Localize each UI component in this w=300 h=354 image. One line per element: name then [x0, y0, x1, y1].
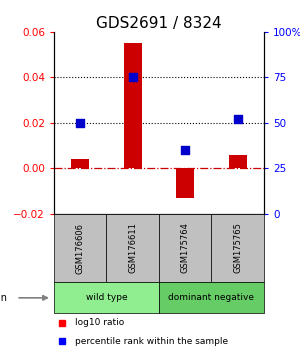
- Bar: [159, 282, 264, 314]
- Text: GSM176611: GSM176611: [128, 223, 137, 274]
- Bar: [159, 214, 211, 282]
- Text: GSM176606: GSM176606: [76, 223, 85, 274]
- Bar: [54, 214, 106, 282]
- Text: log10 ratio: log10 ratio: [75, 318, 124, 327]
- Text: wild type: wild type: [86, 293, 127, 302]
- Bar: [71, 159, 89, 169]
- Title: GDS2691 / 8324: GDS2691 / 8324: [96, 16, 222, 31]
- Point: [183, 147, 188, 153]
- Bar: [54, 282, 159, 314]
- Text: strain: strain: [0, 293, 8, 303]
- Point: [130, 75, 135, 80]
- Point: [78, 120, 83, 126]
- Bar: [124, 43, 142, 169]
- Bar: [229, 155, 247, 169]
- Bar: [106, 214, 159, 282]
- Text: GSM175764: GSM175764: [181, 223, 190, 274]
- Bar: [176, 169, 194, 198]
- Text: dominant negative: dominant negative: [169, 293, 254, 302]
- Text: percentile rank within the sample: percentile rank within the sample: [75, 337, 228, 346]
- Point: [235, 116, 240, 122]
- Text: GSM175765: GSM175765: [233, 223, 242, 274]
- Bar: [212, 214, 264, 282]
